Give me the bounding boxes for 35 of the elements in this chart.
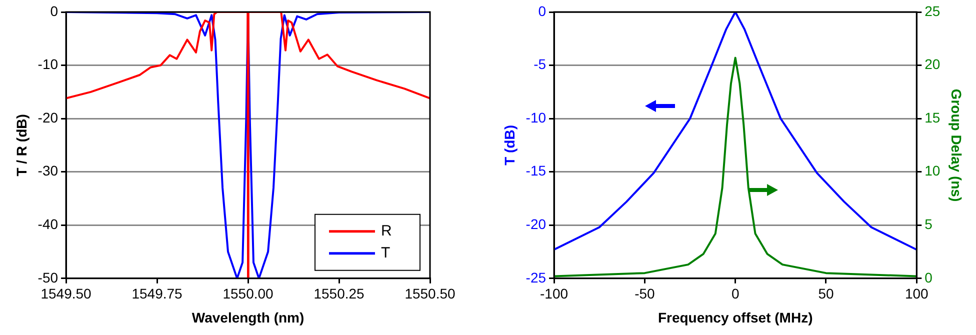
x-tick-label: -50 (634, 286, 656, 302)
y2-tick-label: 0 (924, 269, 933, 286)
y-tick-label: -10 (526, 109, 546, 126)
y2-tick-label: 25 (924, 2, 940, 19)
y2-tick-label: 20 (924, 56, 940, 72)
x-tick-label: 1550.50 (404, 286, 456, 302)
x-tick-label: 100 (904, 286, 929, 302)
y2-tick-label: 15 (924, 109, 940, 126)
legend-label: R (381, 222, 392, 240)
x-tick-label: -100 (540, 286, 568, 302)
x-tick-label: 1549.50 (40, 286, 92, 302)
x-tick-label: 1549.75 (132, 286, 183, 302)
legend-label: T (381, 244, 390, 262)
y-tick-label: -30 (38, 162, 58, 179)
y-tick-label: -20 (526, 216, 546, 232)
x-tick-label: 1550.00 (222, 286, 274, 302)
y-tick-label: -50 (38, 269, 58, 286)
y2-tick-label: 10 (924, 162, 940, 179)
x-tick-label: 0 (731, 286, 740, 302)
x-axis-title: Wavelength (nm) (192, 309, 304, 326)
y-tick-label: -10 (38, 56, 58, 72)
y-axis-title: T / R (dB) (13, 114, 30, 176)
y-tick-label: 0 (50, 2, 58, 19)
x-axis-title: Frequency offset (MHz) (658, 309, 813, 326)
y-axis-title: T (dB) (501, 124, 518, 166)
y-tick-label: 0 (538, 2, 546, 19)
y-tick-label: -5 (534, 56, 546, 72)
y2-tick-label: 5 (924, 216, 933, 232)
y-tick-label: -20 (38, 109, 58, 126)
x-tick-label: 50 (818, 286, 834, 302)
x-tick-label: 1550.25 (314, 286, 365, 302)
y-tick-label: -40 (38, 216, 58, 232)
y-tick-label: -15 (526, 162, 546, 179)
y2-axis-title: Group Delay (ns) (948, 88, 965, 202)
y-tick-label: -25 (526, 269, 546, 286)
